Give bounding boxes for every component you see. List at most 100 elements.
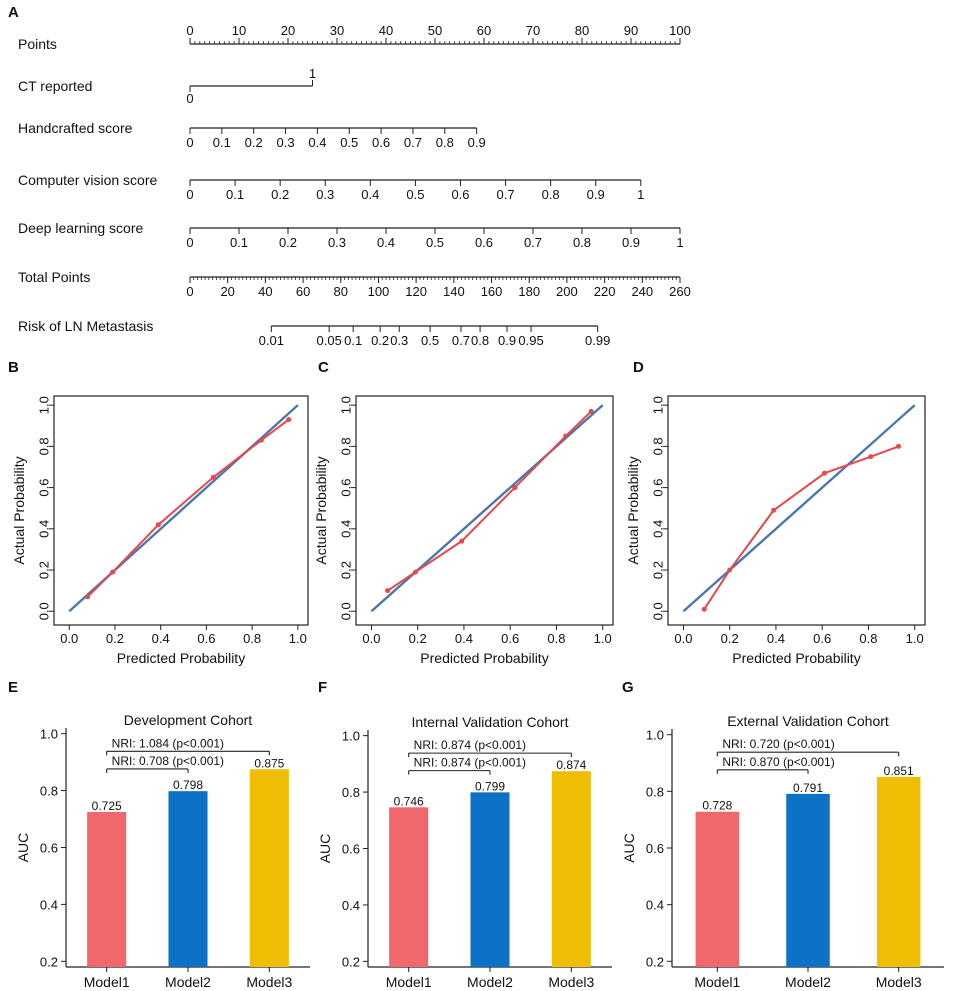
auc-bar: [87, 811, 127, 967]
nomogram-tick-label: 0.3: [277, 135, 295, 150]
nomogram-tick-label: 90: [624, 23, 638, 38]
auc-bar: [249, 769, 289, 967]
bar-value-label: 0.725: [92, 799, 122, 813]
x-tick-label: 0.8: [547, 631, 565, 646]
y-tick-label: 0.6: [342, 842, 360, 857]
nomogram-tick-label: 10: [232, 23, 246, 38]
nomogram-tick-label: 0.6: [475, 235, 493, 250]
x-tick-label: Model2: [165, 974, 211, 990]
nomogram-row-label: Risk of LN Metastasis: [18, 318, 153, 334]
calibration-point: [896, 443, 902, 449]
auc-bar: [876, 776, 921, 967]
nomogram-tick-label: 0.6: [372, 135, 390, 150]
nomogram-tick-label: 1: [676, 235, 683, 250]
nomogram-tick-label: 240: [631, 284, 653, 299]
nomogram-tick-label: 0: [186, 187, 193, 202]
panel-letter-a: A: [8, 4, 19, 21]
nomogram-tick-label: 0.6: [451, 187, 469, 202]
x-tick-label: 0.0: [362, 631, 380, 646]
bar-value-label: 0.791: [793, 781, 823, 795]
nomogram-tick-label: 0.4: [377, 235, 395, 250]
calibration-point: [727, 567, 733, 573]
nomogram-row-label: Deep learning score: [18, 220, 144, 236]
x-tick-label: 0.6: [501, 631, 519, 646]
x-axis-title: Predicted Probability: [420, 650, 548, 666]
x-tick-label: 0.6: [197, 631, 215, 646]
y-tick-label: 0.2: [36, 561, 51, 579]
y-tick-label: 0.6: [36, 479, 51, 497]
y-tick-label: 0.4: [40, 897, 58, 912]
nomogram-tick-label: 0.1: [213, 135, 231, 150]
x-tick-label: Model3: [876, 974, 922, 990]
x-tick-label: 1.0: [289, 631, 307, 646]
x-tick-label: 0.4: [152, 631, 170, 646]
panel-letter-b: B: [8, 359, 19, 376]
nomogram-row-label: Points: [18, 36, 57, 52]
chart-title: Internal Validation Cohort: [412, 714, 569, 730]
nomogram-tick-label: 0.1: [226, 187, 244, 202]
y-tick-label: 0.0: [36, 602, 51, 620]
nomogram-tick-label: 0.3: [328, 235, 346, 250]
nomogram-tick-label: 0.9: [622, 235, 640, 250]
auc-bar: [695, 811, 740, 967]
y-tick-label: 0.8: [646, 784, 664, 799]
nomogram-tick-label: 260: [669, 284, 691, 299]
chart-title: External Validation Cohort: [727, 713, 889, 729]
calibration-point: [385, 588, 391, 594]
y-tick-label: 1.0: [650, 396, 665, 414]
x-tick-label: 0.2: [106, 631, 124, 646]
calibration-point: [459, 538, 465, 544]
nomogram-tick-label: 0.5: [340, 135, 358, 150]
y-tick-label: 0.6: [646, 841, 664, 856]
nri-annotation: NRI: 0.874 (p<0.001): [414, 738, 526, 752]
nomogram-tick-label: 40: [379, 23, 393, 38]
x-tick-label: 0.8: [859, 631, 877, 646]
y-tick-label: 0.4: [342, 898, 360, 913]
nomogram-tick-label: 0.2: [279, 235, 297, 250]
nomogram-tick-label: 0.05: [317, 333, 342, 348]
y-tick-label: 1.0: [342, 729, 360, 744]
nomogram-tick-label: 0.2: [245, 135, 263, 150]
y-tick-label: 0.8: [342, 785, 360, 800]
panel-letter-e: E: [8, 679, 18, 696]
nomogram-tick-label: 1: [309, 66, 316, 81]
nri-annotation: NRI: 0.708 (p<0.001): [112, 754, 224, 768]
calibration-point: [85, 594, 91, 600]
plot-frame: [53, 395, 309, 626]
calibration-point: [822, 470, 828, 476]
auc-bar: [551, 771, 591, 967]
y-tick-label: 0.6: [338, 479, 353, 497]
auc-bar: [786, 793, 830, 967]
x-tick-label: 1.0: [594, 631, 612, 646]
y-axis-title: AUC: [317, 834, 333, 864]
y-tick-label: 0.2: [40, 954, 58, 969]
nomogram-tick-label: 0.01: [259, 333, 284, 348]
nomogram-tick-label: 100: [368, 284, 390, 299]
nomogram-tick-label: 0: [186, 284, 193, 299]
x-tick-label: 0.4: [767, 631, 785, 646]
nomogram-tick-label: 0: [186, 91, 193, 106]
nomogram-tick-label: 20: [281, 23, 295, 38]
calibration-plot-b: 0.0 0.2 0.4 0.6 0.8 1.0 0.0 0.2 0.4 0.6 0.8 1.0 Pred…: [11, 395, 309, 666]
panel-letter-f: F: [318, 679, 327, 696]
y-tick-label: 0.2: [342, 954, 360, 969]
y-tick-label: 0.4: [646, 898, 664, 913]
calibration-point: [286, 417, 292, 423]
nomogram-tick-label: 0.9: [587, 187, 605, 202]
nomogram-tick-label: 0.2: [271, 187, 289, 202]
nomogram-tick-label: 220: [594, 284, 616, 299]
y-tick-label: 0.6: [40, 841, 58, 856]
nomogram-tick-label: 40: [258, 284, 272, 299]
calibration-line: [86, 418, 290, 598]
bar-value-label: 0.728: [702, 799, 732, 813]
bar-value-label: 0.798: [173, 778, 203, 792]
bar-value-label: 0.799: [475, 779, 505, 793]
panel-letter-c: C: [318, 359, 329, 376]
y-axis-title: Actual Probability: [625, 456, 641, 564]
nomogram-tick-label: 70: [526, 23, 540, 38]
x-tick-label: Model1: [694, 974, 740, 990]
nomogram-tick-label: 60: [296, 284, 310, 299]
nomogram-tick-label: 0.3: [316, 187, 334, 202]
